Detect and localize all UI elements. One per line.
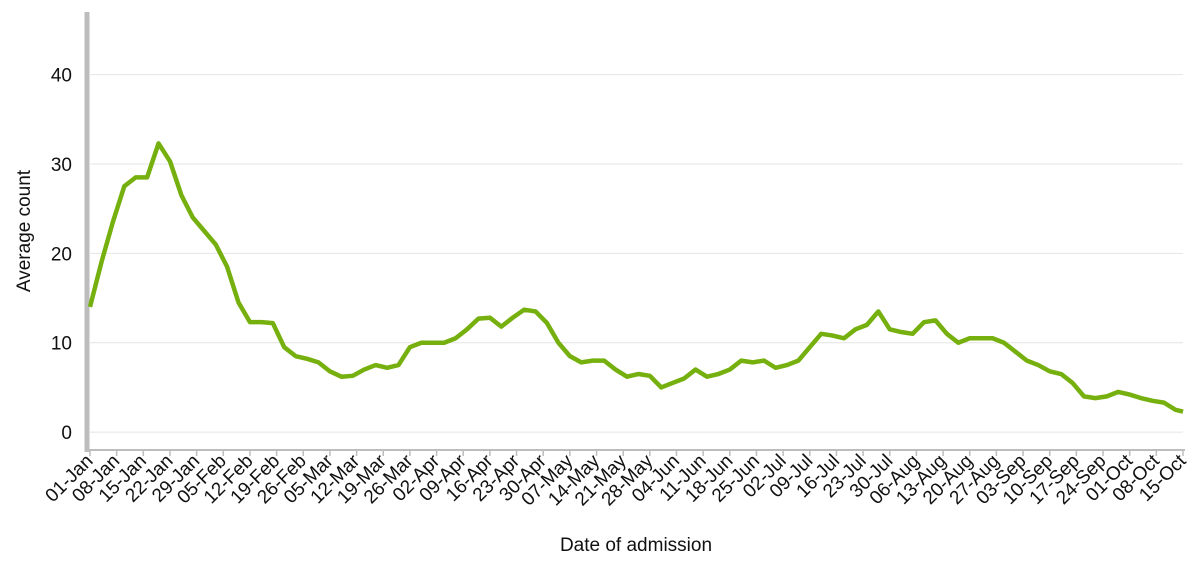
y-tick-label: 20 — [51, 244, 72, 265]
data-line — [87, 141, 1184, 414]
y-tick-label: 0 — [61, 423, 72, 444]
y-tick-label: 10 — [51, 334, 72, 355]
y-axis-title: Average count — [14, 169, 35, 292]
y-tick-label: 40 — [51, 66, 72, 87]
x-axis-title: Date of admission — [560, 535, 712, 556]
y-tick-label: 30 — [51, 155, 72, 176]
